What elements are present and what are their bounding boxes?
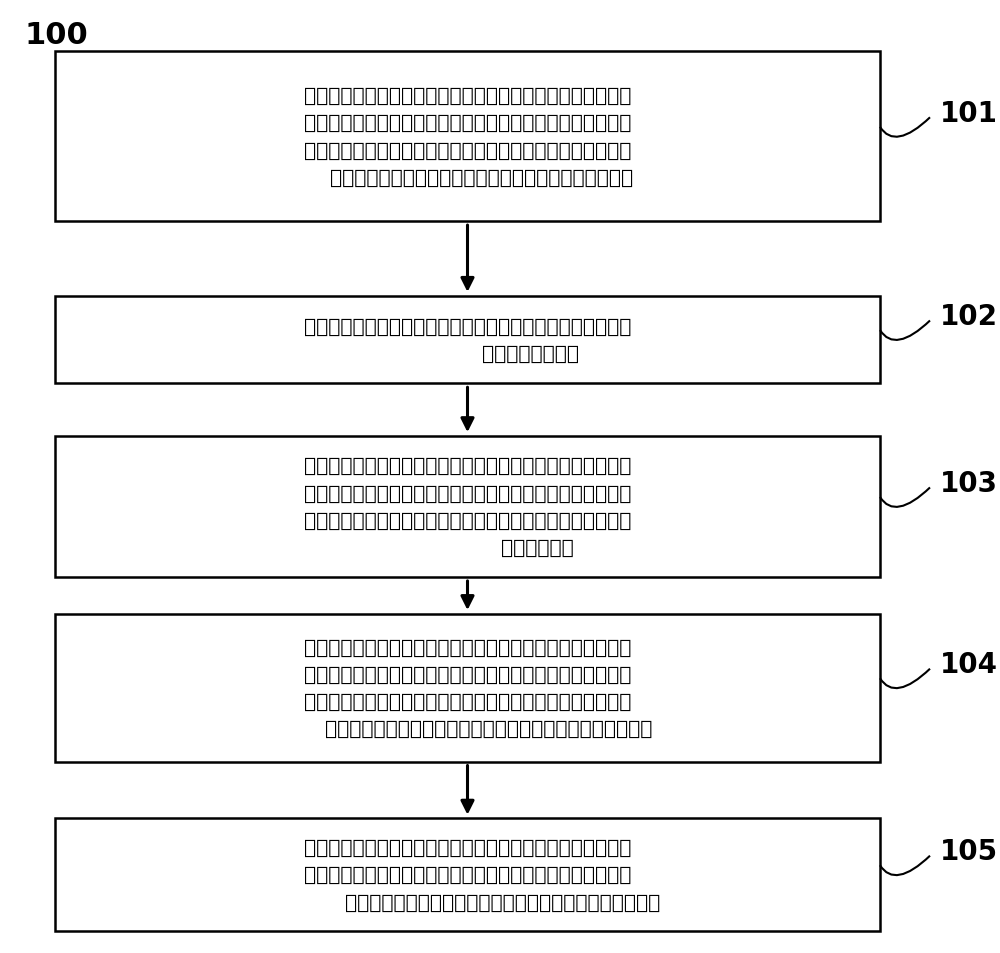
Text: 104: 104 <box>940 650 998 679</box>
Text: 102: 102 <box>940 302 998 331</box>
Bar <box>55 436 880 578</box>
Text: 基于基尔霍夫定律确定低压台区在每个第二预设时间段内的台
                  区线路损耗表达式: 基于基尔霍夫定律确定低压台区在每个第二预设时间段内的台 区线路损耗表达式 <box>304 317 631 363</box>
Bar <box>55 296 880 384</box>
Text: 101: 101 <box>940 99 998 128</box>
Bar <box>55 819 880 931</box>
Text: 105: 105 <box>940 837 998 865</box>
Bar <box>55 615 880 762</box>
Text: 将所述低压台区内每个用户分表的计量误差和各支路的等效电
阻代入低压台区在每个第二预设时间段内的台区线路损耗表达
          式，确定低压台区在每个第二预: 将所述低压台区内每个用户分表的计量误差和各支路的等效电 阻代入低压台区在每个第二… <box>275 838 660 912</box>
Text: 基于低压台区的统计线损、台区线路损耗、台区固定损耗和台
区下所有用户分表的误差导致的电能损耗之间的关系和所述台
区线路损耗表达式，确定低压台区在每个第二预设时间: 基于低压台区的统计线损、台区线路损耗、台区固定损耗和台 区下所有用户分表的误差导… <box>304 456 631 558</box>
Text: 获取每个用户分表在第一预设时间段内的高频采集的用电量高
频采集数据，获取台区总表在每个第二预设时间段内的供电量
计量值，获取每个用户分表在每个第二预设时间段内的: 获取每个用户分表在第一预设时间段内的高频采集的用电量高 频采集数据，获取台区总表… <box>302 87 633 188</box>
Text: 根据低压台区在每个第二预设时间段内的统计线损方程建立统
计线损方程组，并根据所述用电量高频采集数据、供电量计量
值和冻结用电量求解所述统计线损方程组，以确定低压: 根据低压台区在每个第二预设时间段内的统计线损方程建立统 计线损方程组，并根据所述… <box>283 638 652 739</box>
Text: 103: 103 <box>940 469 998 497</box>
Text: 100: 100 <box>25 21 89 50</box>
Bar <box>55 52 880 222</box>
